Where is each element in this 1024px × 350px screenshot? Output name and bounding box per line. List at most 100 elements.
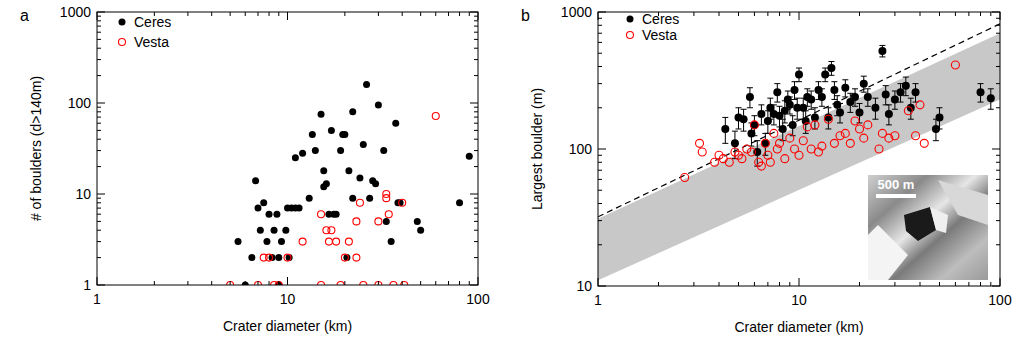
x-minor-tick xyxy=(211,281,212,285)
x-minor-tick xyxy=(269,281,270,285)
point xyxy=(761,139,769,147)
x-minor-tick xyxy=(939,282,940,286)
point xyxy=(696,139,704,147)
x-axis-label: Crater diameter (km) xyxy=(734,319,863,335)
x-tick-label: 100 xyxy=(988,292,1012,308)
x-minor-tick xyxy=(459,12,460,16)
point xyxy=(841,84,849,92)
x-tick xyxy=(799,12,800,20)
panel-label: b xyxy=(521,7,530,24)
x-minor-tick xyxy=(693,12,694,16)
point xyxy=(698,148,706,156)
point xyxy=(328,227,335,234)
point xyxy=(320,167,327,174)
x-tick-label: 100 xyxy=(466,291,490,307)
y-minor-tick xyxy=(598,155,602,156)
error-bar xyxy=(794,98,800,119)
x-minor-tick xyxy=(939,12,940,16)
y-minor-tick xyxy=(996,25,1000,26)
error-bar-cap xyxy=(758,124,764,125)
point xyxy=(824,115,832,123)
error-bar-cap xyxy=(842,96,848,97)
point xyxy=(731,139,739,147)
error-bar xyxy=(936,108,942,129)
error-bar-cap xyxy=(804,88,810,89)
y-minor-tick xyxy=(474,214,478,215)
error-bar-cap xyxy=(865,106,871,107)
point xyxy=(275,282,282,286)
error-bar-cap xyxy=(747,87,753,88)
point xyxy=(740,115,748,123)
point xyxy=(836,108,844,116)
y-tick-label: 10 xyxy=(576,278,592,294)
point xyxy=(318,111,325,118)
y-tick-label: 10 xyxy=(75,186,91,202)
point xyxy=(266,254,273,261)
y-minor-tick xyxy=(97,198,101,199)
error-bar-cap xyxy=(808,109,814,110)
point xyxy=(846,139,854,147)
x-tick-label: 1 xyxy=(93,291,101,307)
y-minor-tick xyxy=(97,208,101,209)
point xyxy=(871,104,879,112)
error-bar-cap xyxy=(790,115,796,116)
scale-bar-label: 500 m xyxy=(878,177,915,192)
point xyxy=(309,131,316,138)
error-bar-cap xyxy=(785,91,791,92)
point xyxy=(747,148,755,156)
point xyxy=(353,218,360,225)
point xyxy=(799,137,807,145)
point xyxy=(375,282,382,286)
point xyxy=(390,282,397,286)
point xyxy=(356,199,363,206)
point xyxy=(299,238,306,245)
x-minor-tick xyxy=(230,281,231,285)
y-minor-tick xyxy=(474,198,478,199)
point xyxy=(719,155,727,163)
x-minor-tick xyxy=(245,281,246,285)
error-bar xyxy=(978,84,984,102)
point xyxy=(882,90,890,98)
point xyxy=(366,195,373,202)
y-minor-tick xyxy=(598,244,602,245)
error-bar-cap xyxy=(886,104,892,105)
error-bar xyxy=(908,98,914,119)
point xyxy=(864,121,872,129)
point xyxy=(757,162,765,170)
error-bar-cap xyxy=(819,106,825,107)
x-minor-tick xyxy=(920,282,921,286)
error-bar-cap xyxy=(787,114,793,115)
x-tick-label: 1 xyxy=(594,292,602,308)
error-bar-cap xyxy=(879,45,885,46)
point xyxy=(891,132,899,140)
error-bar-cap xyxy=(819,88,825,89)
point xyxy=(824,113,832,121)
x-tick xyxy=(287,277,288,285)
legend: CeresVesta xyxy=(119,14,172,50)
point xyxy=(851,93,859,101)
x-minor-tick xyxy=(448,281,449,285)
y-minor-tick xyxy=(474,59,478,60)
y-minor-tick xyxy=(996,53,1000,54)
y-minor-tick xyxy=(97,26,101,27)
x-minor-tick xyxy=(738,282,739,286)
y-minor-tick xyxy=(474,75,478,76)
point xyxy=(841,129,849,137)
figure: a1101001101001000Crater diameter (km)# o… xyxy=(0,0,1024,350)
point xyxy=(821,70,829,78)
point xyxy=(417,227,424,234)
error-bar-cap xyxy=(861,92,867,93)
point xyxy=(318,282,325,286)
point xyxy=(333,238,340,245)
x-minor-tick xyxy=(344,12,345,16)
point xyxy=(328,127,335,134)
x-minor-tick xyxy=(859,282,860,286)
point xyxy=(252,177,259,184)
point xyxy=(920,139,928,147)
point xyxy=(263,238,270,245)
point xyxy=(803,123,811,131)
y-tick xyxy=(992,149,1000,150)
error-bar-cap xyxy=(861,76,867,77)
y-minor-tick xyxy=(97,241,101,242)
point xyxy=(766,158,774,166)
